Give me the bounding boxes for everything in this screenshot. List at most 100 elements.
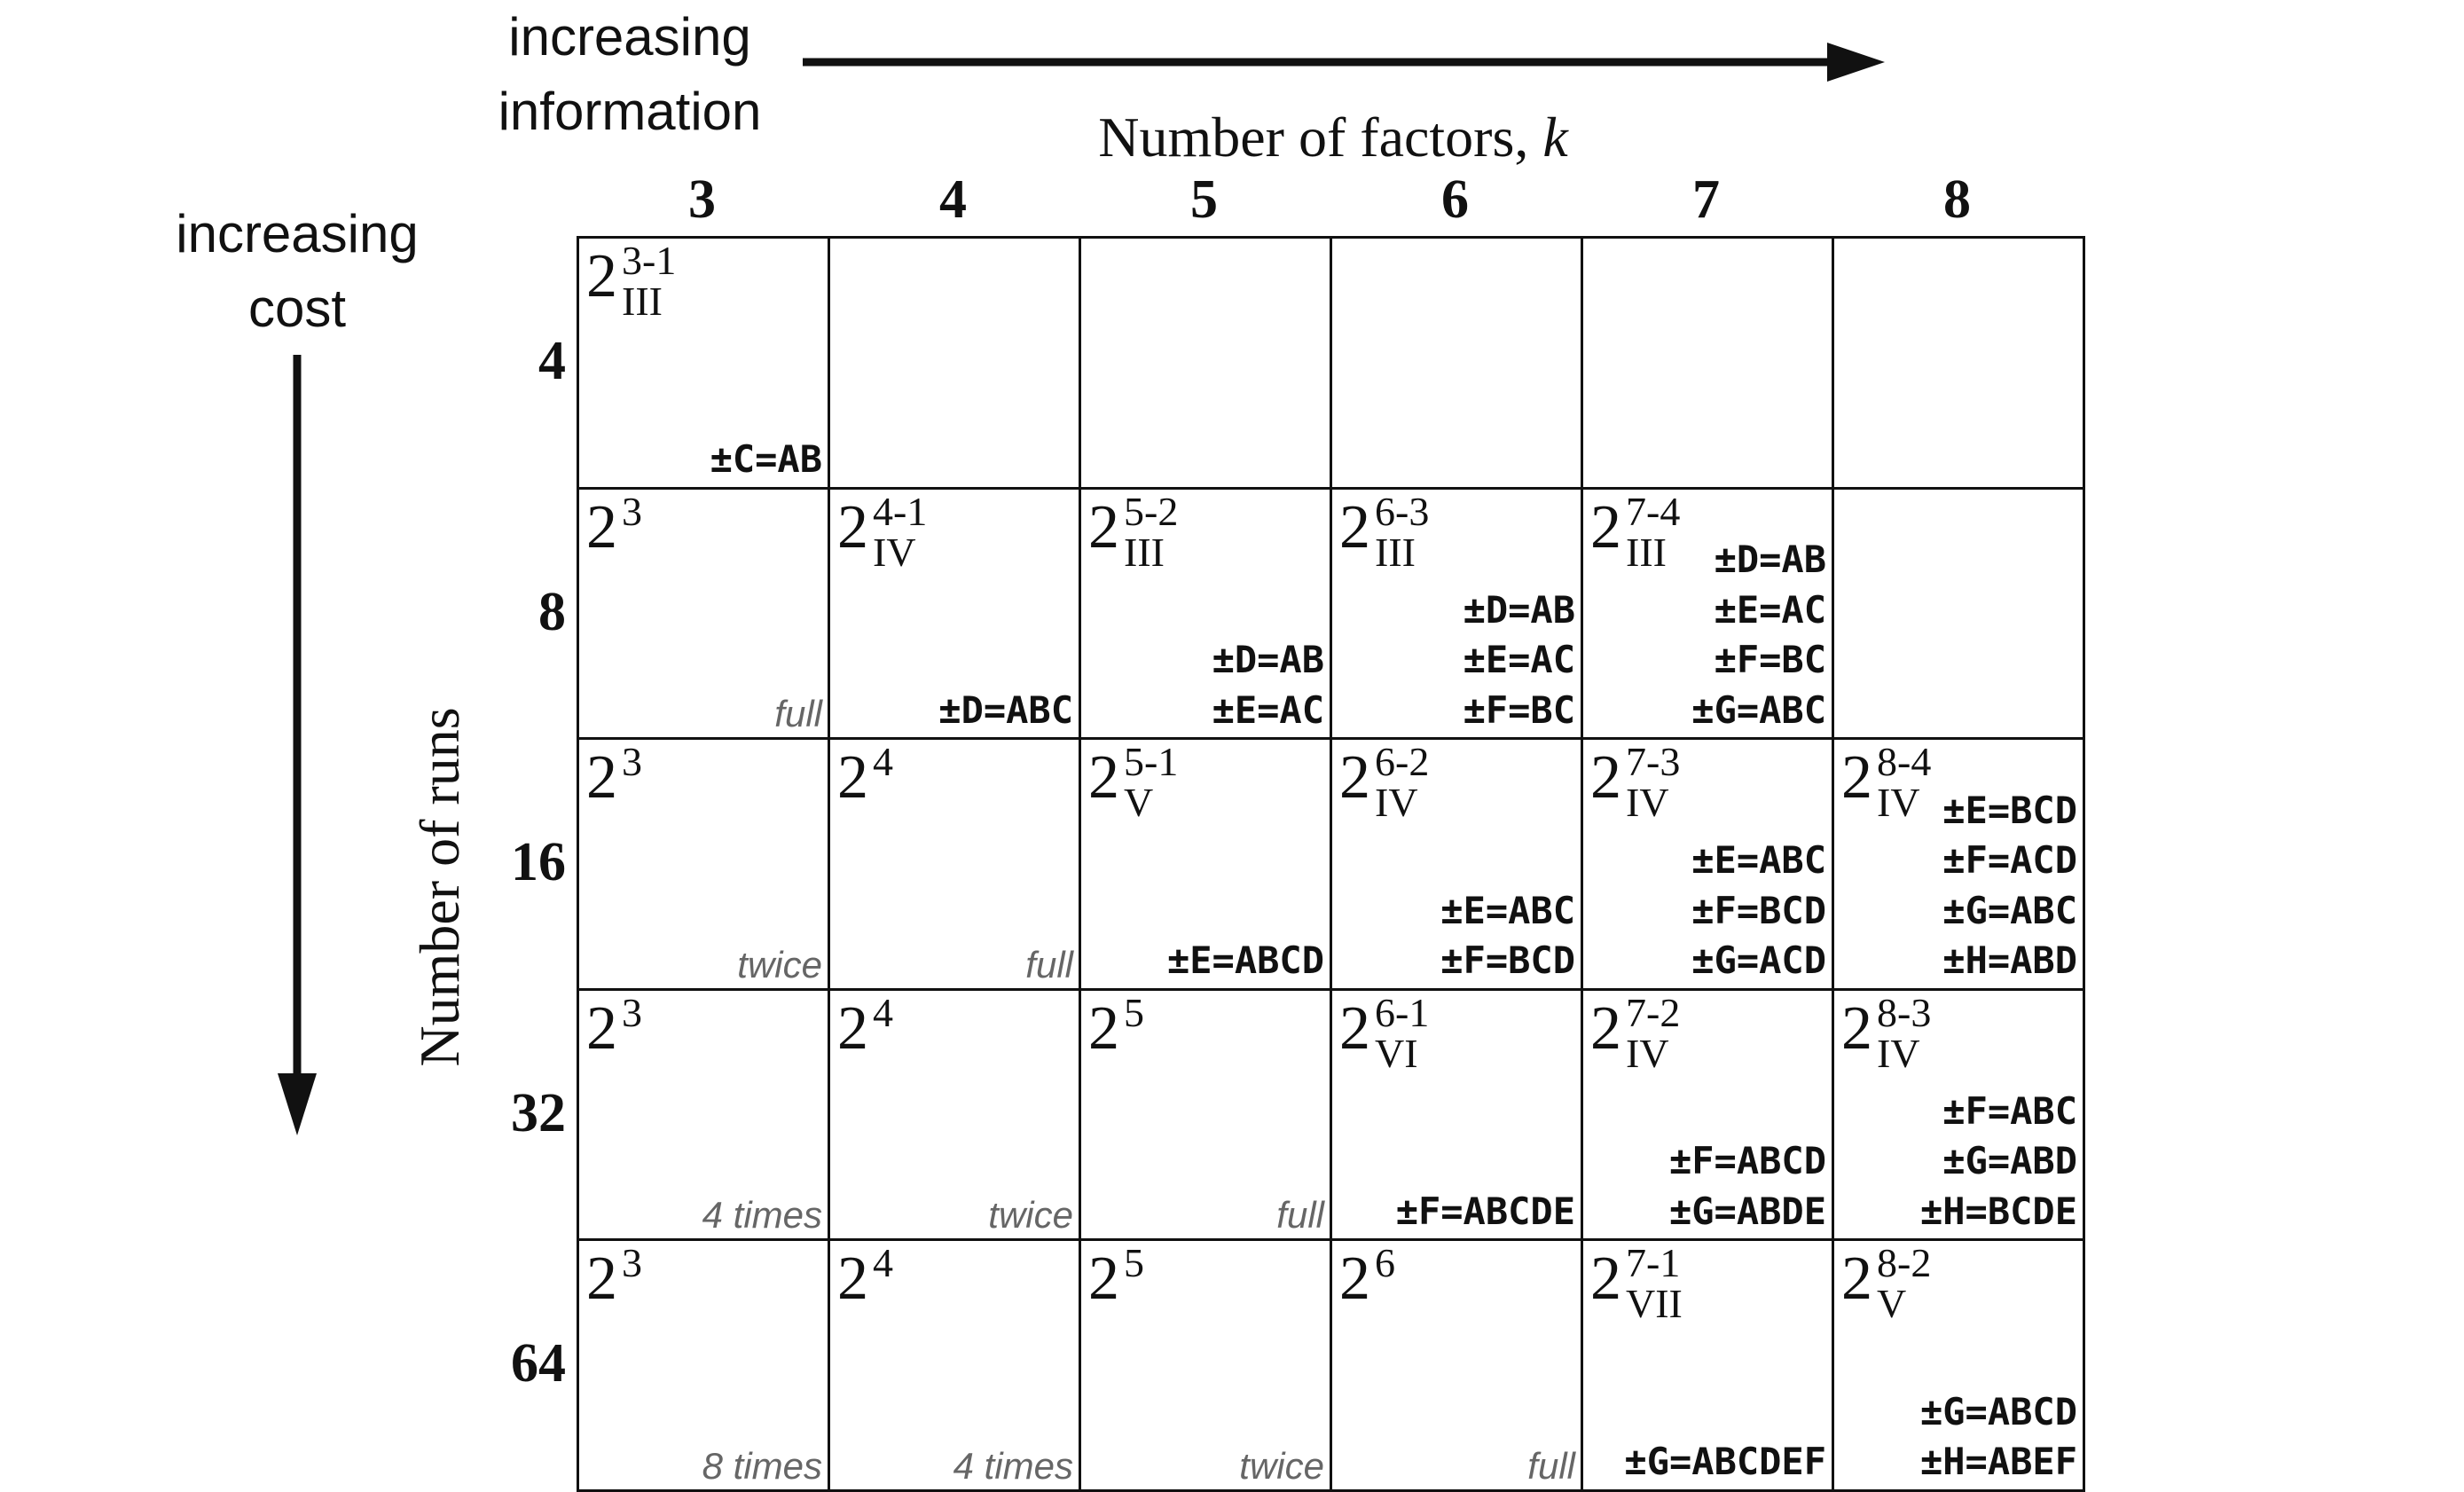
alias-generator: ±F=ACD [1942,838,2077,883]
design-base: 2 [586,242,617,310]
information-arrow-head [1827,43,1885,82]
design-exponent: 3-1 [622,238,677,283]
design-base: 2 [1590,993,1621,1063]
design-notation: 2 7-3 IV [1590,742,1680,823]
design-notation: 2 5-1 V [1088,742,1178,823]
alias-list: ±F=ABCDE [1396,1187,1575,1237]
increasing-cost-label: increasing cost [176,204,419,338]
design-resolution: IV [1626,780,1669,826]
cell-runs-8-factors-4: 2 4-1 IV ±D=ABC [830,489,1081,741]
design-base: 2 [837,1245,868,1314]
design-resolution: VI [1375,1030,1418,1076]
design-resolution: III [1124,529,1165,575]
alias-generator: ±F=BCD [1440,938,1575,983]
cell-runs-4-factors-8 [1834,239,2085,490]
design-base: 2 [1088,743,1119,813]
design-notation: 2 3-1 III [586,240,676,322]
design-exponent: 3 [622,739,642,785]
design-notation: 2 7-4 III [1590,491,1680,572]
design-base: 2 [1590,1245,1621,1314]
design-exponent: 5-1 [1124,739,1179,785]
alias-generator: ±F=BC [1714,638,1826,682]
alias-generator: ±F=ABC [1942,1088,2077,1133]
alias-generator: ±E=AC [1212,687,1324,732]
alias-generator: ±D=AB [1714,538,1826,582]
cell-runs-32-factors-4: 2 4 twice [830,990,1081,1242]
design-resolution: IV [1877,780,1920,826]
replication-note: full [1025,943,1073,986]
alias-generator: ±G=ABC [1942,888,2077,932]
alias-list: ±G=ABCD ±H=ABEF [1920,1387,2077,1488]
design-resolution: IV [1626,1030,1669,1076]
design-notation: 2 7-2 IV [1590,992,1680,1073]
replication-note: 4 times [702,1194,822,1237]
design-resolution: VII [1626,1281,1683,1327]
design-exponent: 4 [873,1240,893,1286]
design-exponent: 6-3 [1375,488,1430,534]
alias-generator: ±G=ABCDEF [1624,1440,1826,1484]
design-exponent: 5 [1124,1240,1144,1286]
alias-list: ±C=AB [710,435,822,485]
design-exponent: 3 [622,488,642,534]
cell-runs-8-factors-3: 2 3 full [579,488,830,741]
alias-list: ±F=ABCD ±G=ABDE [1669,1136,1826,1237]
replication-note: twice [988,1194,1073,1237]
design-exponent: 7-2 [1626,989,1681,1035]
design-resolution: III [1375,529,1416,575]
factors-axis-title: Number of factors, k [575,105,2091,170]
alias-list: ±E=ABC ±F=BCD ±G=ACD [1691,836,1826,986]
replication-note: full [774,693,822,735]
alias-generator: ±F=BC [1463,687,1575,732]
design-base: 2 [837,743,868,813]
design-exponent: 3 [622,1240,642,1286]
alias-list: ±G=ABCDEF [1624,1437,1826,1488]
alias-generator: ±H=ABD [1942,938,2077,983]
design-base: 2 [1841,743,1872,813]
alias-generator: ±D=ABC [938,687,1073,732]
design-exponent: 8-4 [1877,739,1932,785]
alias-generator: ±F=BCD [1691,888,1826,932]
design-base: 2 [1339,1245,1370,1314]
design-base: 2 [1339,492,1370,561]
alias-list: ±D=AB ±E=AC ±F=BC [1463,585,1575,736]
design-exponent: 7-3 [1626,739,1681,785]
design-resolution: III [622,279,663,324]
column-header-7: 7 [1692,169,1720,230]
design-exponent: 6 [1375,1240,1395,1286]
cell-runs-64-factors-7: 2 7-1 VII ±G=ABCDEF [1583,1241,1834,1492]
replication-note: 8 times [702,1444,822,1487]
replication-note: 4 times [953,1444,1073,1487]
row-header-64: 64 [511,1333,566,1394]
row-header-32: 32 [511,1082,566,1143]
cell-runs-16-factors-4: 2 4 full [830,740,1081,991]
column-header-5: 5 [1190,169,1218,230]
alias-generator: ±H=ABEF [1919,1440,2077,1484]
design-base: 2 [586,743,617,813]
design-exponent: 8-3 [1877,989,1932,1035]
design-notation: 2 8-2 V [1841,1243,1931,1324]
alias-list: ±D=AB ±E=AC ±F=BC ±G=ABC [1691,535,1826,735]
design-base: 2 [1841,1245,1872,1314]
design-resolution: IV [1877,1030,1920,1076]
replication-note: twice [737,943,822,986]
cell-runs-64-factors-6: 2 6 full [1332,1241,1583,1492]
cell-runs-64-factors-8: 2 8-2 V ±G=ABCD ±H=ABEF [1834,1241,2085,1492]
column-header-4: 4 [939,169,967,230]
design-notation: 2 7-1 VII [1590,1243,1683,1324]
alias-generator: ±C=AB [710,437,822,482]
design-resolution: V [1124,780,1154,826]
alias-generator: ±D=AB [1212,638,1324,682]
alias-generator: ±G=ACD [1691,938,1826,983]
replication-note: full [1276,1194,1324,1237]
design-base: 2 [1590,743,1621,813]
design-exponent: 3 [622,989,642,1035]
alias-generator: ±G=ABD [1942,1139,2077,1183]
design-base: 2 [837,492,868,561]
column-header-3: 3 [688,169,716,230]
cell-runs-4-factors-4 [830,239,1081,490]
